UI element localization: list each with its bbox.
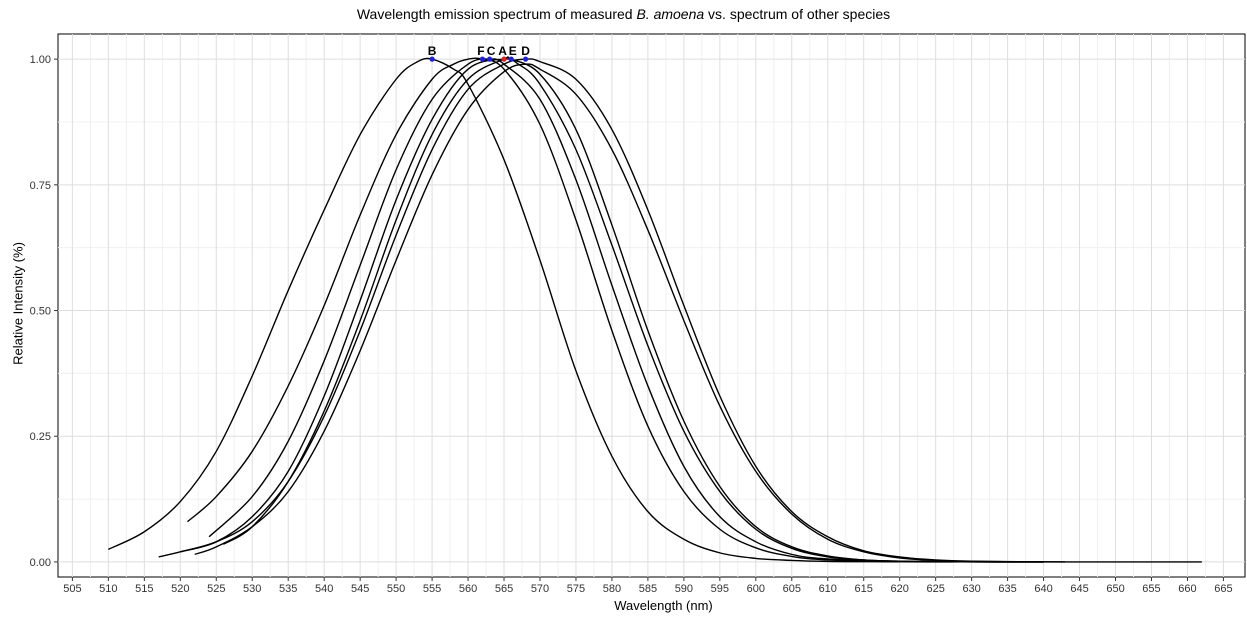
x-tick-label: 615 — [855, 583, 873, 595]
x-tick-label: 580 — [603, 583, 621, 595]
peak-label-d: D — [521, 44, 530, 58]
x-tick-label: 600 — [747, 583, 765, 595]
x-tick-label: 530 — [243, 583, 261, 595]
plot-frame — [57, 33, 1246, 578]
peak-marker-d — [523, 56, 529, 62]
spectrum-line — [187, 57, 1044, 563]
x-tick-label: 625 — [926, 583, 944, 595]
x-tick-label: 640 — [1034, 583, 1052, 595]
peak-label-e: E — [509, 44, 517, 58]
x-tick-label: 525 — [207, 583, 225, 595]
x-tick-label: 540 — [315, 583, 333, 595]
peak-label-f: F — [477, 44, 484, 58]
x-tick-label: 590 — [675, 583, 693, 595]
x-tick-label: 605 — [783, 583, 801, 595]
y-tick-label: 0.25 — [30, 431, 51, 443]
peak-label-b: B — [428, 44, 437, 58]
grid — [58, 34, 1245, 577]
chart-title-suffix: vs. spectrum of other species — [704, 6, 891, 22]
x-tick-label: 635 — [998, 583, 1016, 595]
x-tick-label: 505 — [63, 583, 81, 595]
peak-label-c: C — [487, 44, 496, 58]
x-tick-label: 510 — [99, 583, 117, 595]
x-tick-label: 550 — [387, 583, 405, 595]
peak-marker-c — [487, 56, 493, 62]
x-tick-label: 560 — [459, 583, 477, 595]
axis-ticks: 505 510 515 520 525 530 535 540 545 550 555 560 565 5… — [30, 54, 1233, 595]
y-tick-label: 0.00 — [30, 557, 51, 569]
x-tick-label: 565 — [495, 583, 513, 595]
x-tick-label: 535 — [279, 583, 297, 595]
spectrum-line — [208, 58, 1044, 563]
x-tick-label: 545 — [351, 583, 369, 595]
chart-title-prefix: Wavelength emission spectrum of measured — [356, 6, 637, 22]
x-tick-label: 515 — [135, 583, 153, 595]
spectrum-line — [223, 56, 1044, 563]
x-tick-label: 595 — [711, 583, 729, 595]
y-tick-label: 0.50 — [30, 306, 51, 318]
y-tick-label: 0.75 — [30, 180, 51, 192]
x-tick-label: 585 — [639, 583, 657, 595]
chart-title-species: B. amoena — [636, 6, 705, 22]
x-tick-label: 620 — [891, 583, 909, 595]
x-tick-label: 655 — [1142, 583, 1160, 595]
peak-marker-f — [479, 56, 486, 62]
peak-marker-b — [429, 56, 435, 62]
x-tick-label: 575 — [567, 583, 585, 595]
y-tick-label: 1.00 — [30, 54, 51, 66]
chart-title: Wavelength emission spectrum of measured… — [0, 6, 1247, 22]
spectrum-line — [158, 58, 1044, 563]
x-tick-label: 650 — [1106, 583, 1124, 595]
spectrum-line — [108, 57, 900, 563]
peak-label-a: A — [498, 44, 507, 58]
x-tick-label: 645 — [1070, 583, 1088, 595]
x-axis-label: Wavelength (nm) — [614, 598, 713, 613]
peak-marker-a — [501, 56, 507, 62]
x-tick-label: 630 — [962, 583, 980, 595]
x-tick-label: 555 — [423, 583, 441, 595]
x-tick-label: 660 — [1178, 583, 1196, 595]
peak-marker-e — [508, 56, 514, 62]
x-tick-label: 570 — [531, 583, 549, 595]
x-tick-label: 665 — [1214, 583, 1232, 595]
spectrum-line — [194, 63, 1066, 563]
series-lines — [108, 56, 1202, 563]
y-axis-label: Relative Intensity (%) — [10, 242, 26, 365]
x-tick-label: 520 — [171, 583, 189, 595]
x-tick-label: 610 — [819, 583, 837, 595]
